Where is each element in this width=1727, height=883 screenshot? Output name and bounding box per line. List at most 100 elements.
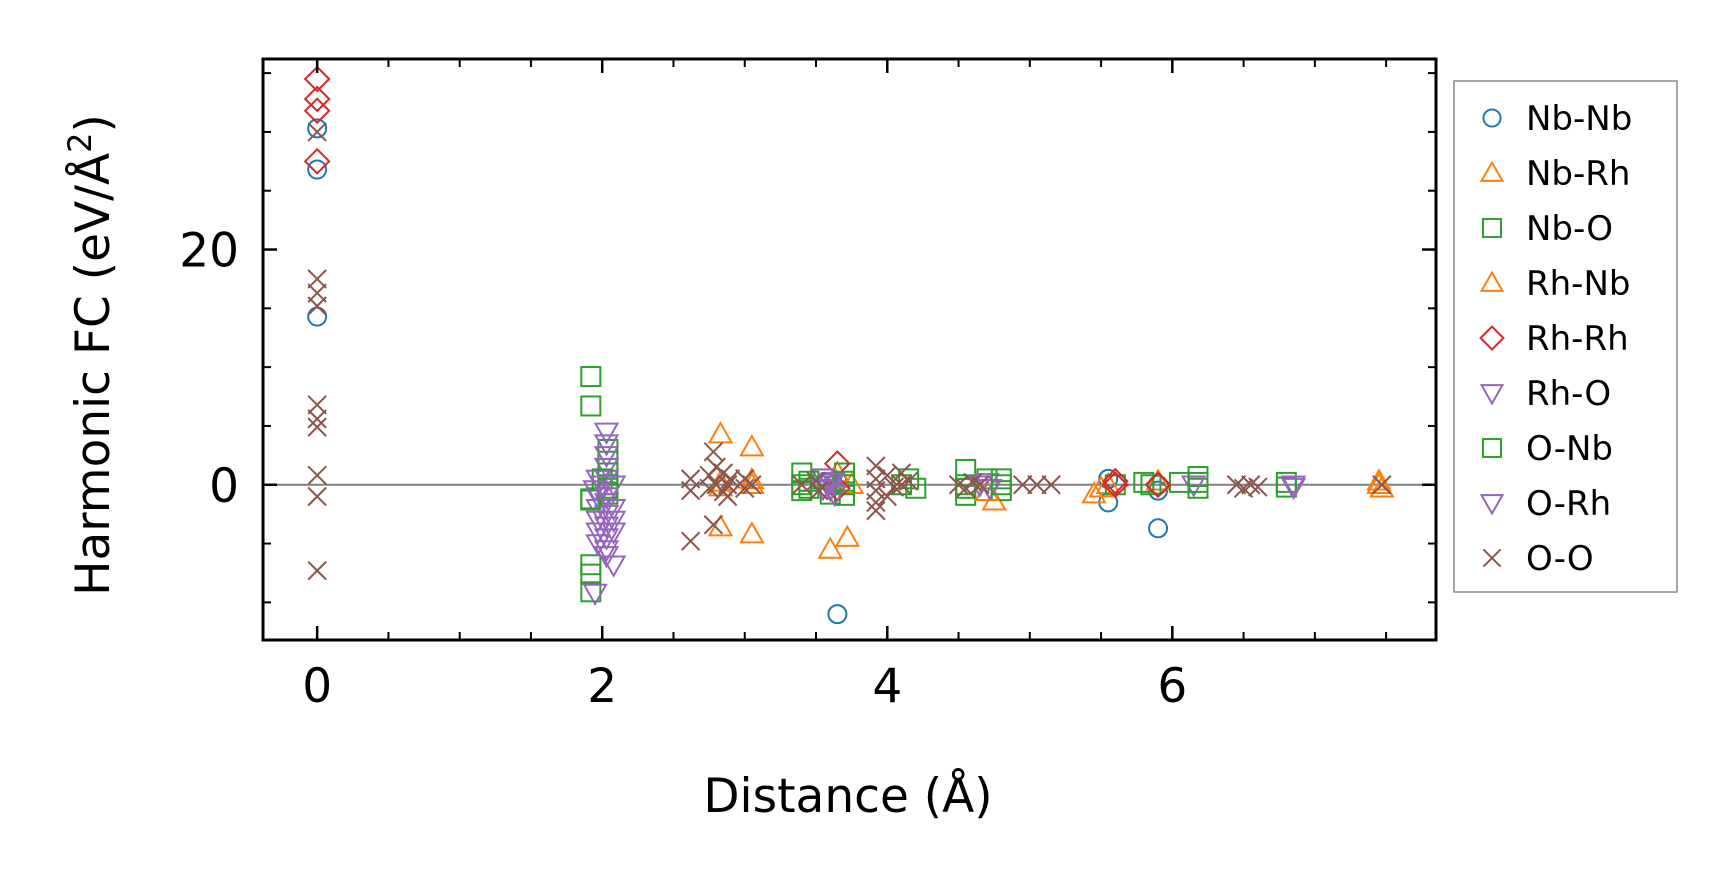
data-point (600, 510, 627, 534)
data-point (791, 462, 813, 484)
data-point (582, 480, 608, 503)
data-point (1275, 476, 1297, 498)
data-point (963, 472, 983, 493)
data-point (1095, 471, 1121, 495)
marker-x-stroke (877, 486, 897, 507)
data-point (307, 395, 327, 415)
marker-x-stroke (703, 515, 724, 535)
data-point (834, 524, 861, 547)
legend-entry: Rh-O (1479, 374, 1611, 414)
legend-entry: Rh-Rh (1479, 319, 1629, 359)
marker-circle (307, 306, 328, 327)
legend-marker (1481, 217, 1503, 239)
marker-triangle-down (1479, 494, 1505, 516)
marker-triangle-up (1369, 475, 1395, 498)
x-tick-label: 0 (302, 659, 332, 714)
marker-x-stroke (963, 472, 983, 493)
marker-square (580, 563, 602, 585)
marker-circle (1148, 518, 1169, 539)
data-point (303, 65, 331, 93)
data-point (742, 475, 762, 495)
data-point (703, 442, 724, 462)
marker-x-stroke (948, 475, 969, 495)
marker-triangle-up (707, 421, 734, 444)
data-point (1133, 471, 1155, 493)
marker-x-stroke (307, 486, 327, 507)
data-point (580, 395, 602, 417)
legend-marker (1482, 548, 1502, 568)
marker-x-stroke (742, 475, 762, 495)
marker-triangle-up (739, 521, 765, 544)
data-point (1012, 475, 1033, 495)
marker-triangle-up (739, 471, 765, 495)
marker-x-stroke (680, 531, 701, 551)
legend-label: O-O (1526, 539, 1594, 579)
data-point (970, 475, 990, 495)
marker-circle (307, 118, 328, 139)
data-point (307, 560, 327, 581)
data-point (307, 409, 327, 429)
marker-x-stroke (720, 469, 741, 489)
marker-circle (827, 604, 848, 625)
legend-marker (1479, 325, 1505, 351)
data-point (884, 477, 905, 497)
data-point (809, 480, 829, 501)
marker-triangle-down (600, 499, 627, 522)
legend-entry: O-O (1482, 539, 1594, 579)
marker-x-stroke (307, 395, 327, 415)
data-point (580, 488, 602, 510)
data-point (307, 122, 327, 142)
legend-marker (1481, 437, 1503, 459)
data-point (834, 470, 856, 492)
marker-square (580, 488, 602, 510)
legend-entry: Nb-O (1481, 209, 1613, 249)
data-point (307, 417, 327, 437)
x-tick-label: 2 (587, 659, 617, 714)
marker-diamond (1144, 471, 1172, 499)
data-point (307, 269, 327, 289)
marker-triangle-down (1280, 477, 1307, 501)
data-point (1369, 475, 1395, 498)
legend-marker (1479, 384, 1505, 406)
marker-triangle-up (1366, 468, 1392, 491)
marker-triangle-down (593, 434, 620, 457)
data-point (1241, 475, 1261, 495)
data-point (866, 500, 886, 521)
marker-diamond (303, 97, 331, 125)
data-point (1372, 475, 1392, 495)
marker-triangle-up (1095, 471, 1121, 495)
marker-diamond (1479, 325, 1505, 351)
data-point (739, 471, 765, 495)
marker-triangle-down (600, 510, 627, 534)
y-tick-label: 0 (209, 459, 239, 514)
legend-label: Rh-Rh (1526, 319, 1629, 359)
data-point (1187, 471, 1209, 493)
data-point (680, 480, 701, 501)
series-rh-rh (303, 65, 1172, 502)
marker-x-stroke (307, 417, 327, 437)
legend-entry: Rh-Nb (1479, 264, 1630, 304)
marker-x-stroke (809, 480, 829, 501)
marker-triangle-down (600, 555, 627, 578)
data-point (580, 581, 602, 603)
data-point (1248, 477, 1268, 497)
legend: Nb-Nb Nb-Rh Nb-O Rh-Nb Rh-Rh Rh-O O-Nb O-Rh O-O (1453, 80, 1678, 593)
data-point (593, 487, 620, 510)
plot-frame (261, 57, 1438, 642)
data-point (866, 492, 886, 513)
marker-x-stroke (307, 269, 327, 289)
marker-x-stroke (1241, 475, 1261, 495)
data-point (739, 434, 765, 457)
data-point (307, 118, 328, 139)
marker-x-stroke (898, 471, 919, 491)
marker-x-stroke (866, 492, 886, 513)
axes: 0 2 4 6 0 20 (179, 57, 1438, 714)
legend-entry: O-Nb (1481, 429, 1613, 469)
marker-triangle-up (817, 536, 843, 559)
marker-triangle-down (1479, 384, 1505, 406)
marker-square (1133, 471, 1155, 493)
marker-square (1481, 217, 1503, 239)
data-point (307, 486, 327, 507)
marker-triangle-down (1280, 475, 1307, 498)
